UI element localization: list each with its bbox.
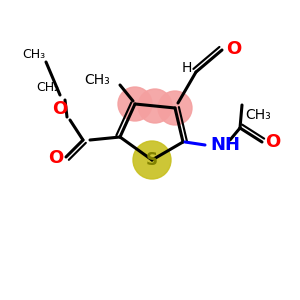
Text: O: O [265, 133, 280, 151]
Text: O: O [52, 100, 67, 118]
Text: CH₃: CH₃ [22, 48, 45, 61]
Circle shape [158, 91, 192, 125]
Text: CH₃: CH₃ [84, 73, 110, 87]
Text: S: S [146, 151, 158, 169]
Circle shape [138, 89, 172, 123]
Circle shape [133, 141, 171, 179]
Text: CH₂: CH₂ [36, 81, 59, 94]
Text: H: H [182, 61, 192, 75]
Text: NH: NH [210, 136, 240, 154]
Text: O: O [226, 40, 241, 58]
Text: O: O [48, 149, 63, 167]
Text: CH₃: CH₃ [245, 108, 271, 122]
Circle shape [118, 87, 152, 121]
